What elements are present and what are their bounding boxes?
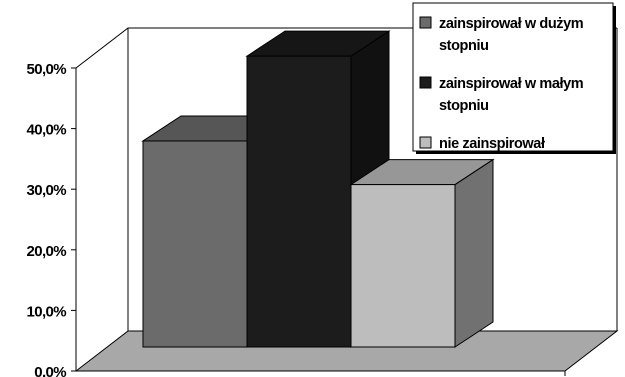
bar-side-face [454,158,494,348]
y-tick-label: 30,0% [26,182,66,199]
legend-box [412,2,614,152]
bar-front-face [142,140,248,348]
legend: zainspirował w dużym stopniu zainspirował … [412,2,616,154]
y-tick-label: 20,0% [26,243,66,260]
legend-label: stopniu [439,38,489,54]
y-axis: 0,0% 10,0% 20,0% 30,0% 40,0% 50,0% [26,61,566,377]
legend-swatch-3 [419,136,432,149]
bar-front-face [246,55,352,348]
y-tick-label: 10,0% [26,303,66,320]
y-tick-label: 40,0% [26,122,66,139]
legend-label: zainspirował w małym [439,76,583,92]
bars [141,30,495,348]
legend-label: stopniu [439,98,489,114]
bar-3 [349,158,495,348]
bar-front-face [350,184,456,348]
y-tick-label: 50,0% [26,61,66,78]
legend-label: nie zainspirował [439,136,545,152]
legend-swatch-1 [419,16,432,29]
y-tick-label: 0,0% [34,364,66,377]
legend-label: zainspirował w dużym [439,16,583,32]
legend-swatch-2 [419,76,432,89]
